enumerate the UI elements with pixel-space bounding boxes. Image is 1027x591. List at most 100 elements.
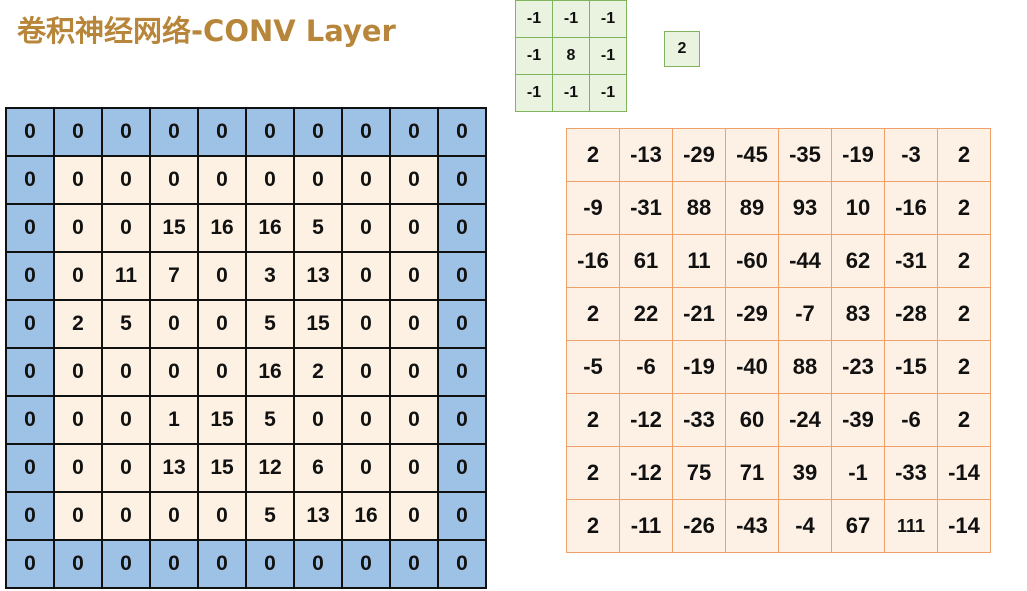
input-cell: 5 — [245, 299, 295, 349]
output-cell: 2 — [937, 287, 991, 341]
kernel-cell: -1 — [515, 74, 553, 112]
input-cell: 0 — [53, 491, 103, 541]
input-cell: 15 — [149, 203, 199, 253]
output-cell: 2 — [566, 128, 620, 182]
output-row: 2 22 -21 -29 -7 83 -28 2 — [566, 287, 991, 341]
input-cell: 3 — [245, 251, 295, 301]
input-cell: 0 — [293, 395, 343, 445]
input-cell: 5 — [245, 491, 295, 541]
input-cell: 0 — [5, 203, 55, 253]
input-cell: 0 — [5, 155, 55, 205]
output-cell: -44 — [778, 234, 832, 288]
input-cell: 0 — [389, 443, 439, 493]
input-cell: 0 — [197, 251, 247, 301]
output-cell: 39 — [778, 446, 832, 500]
input-cell: 1 — [149, 395, 199, 445]
input-cell: 0 — [101, 155, 151, 205]
input-cell: 0 — [341, 443, 391, 493]
kernel-cell: -1 — [589, 0, 627, 38]
input-cell: 0 — [53, 347, 103, 397]
output-cell: 2 — [566, 393, 620, 447]
output-cell: -19 — [672, 340, 726, 394]
output-cell: -60 — [725, 234, 779, 288]
output-cell: -11 — [619, 499, 673, 553]
input-cell: 0 — [341, 299, 391, 349]
output-cell: 62 — [831, 234, 885, 288]
output-cell: -23 — [831, 340, 885, 394]
output-cell: 2 — [566, 499, 620, 553]
output-cell: -7 — [778, 287, 832, 341]
output-cell: 2 — [937, 234, 991, 288]
input-cell: 0 — [293, 107, 343, 157]
input-cell: 0 — [5, 443, 55, 493]
input-cell: 0 — [437, 251, 487, 301]
input-cell: 0 — [53, 539, 103, 589]
input-cell: 0 — [437, 491, 487, 541]
output-cell: 2 — [937, 128, 991, 182]
kernel-filter: -1 -1 -1 -1 8 -1 -1 -1 -1 — [515, 0, 627, 112]
input-cell: 0 — [389, 299, 439, 349]
output-cell: 10 — [831, 181, 885, 235]
input-row: 0 0 0 13 15 12 6 0 0 0 — [5, 443, 487, 493]
input-cell: 13 — [149, 443, 199, 493]
output-cell: 2 — [566, 287, 620, 341]
output-cell: 75 — [672, 446, 726, 500]
output-row: 2 -11 -26 -43 -4 67 111 -14 — [566, 499, 991, 553]
input-cell: 0 — [53, 251, 103, 301]
output-cell: -26 — [672, 499, 726, 553]
bias-value: 2 — [664, 31, 700, 67]
input-grid: 0 0 0 0 0 0 0 0 0 0 0 0 0 0 0 0 0 0 0 0 0 0 0 15 16 16 5 0 0 0 0 0 11 7 0 3… — [5, 107, 487, 589]
output-cell: -21 — [672, 287, 726, 341]
input-cell: 0 — [341, 539, 391, 589]
input-cell: 0 — [5, 251, 55, 301]
input-row: 0 0 0 15 16 16 5 0 0 0 — [5, 203, 487, 253]
input-cell: 0 — [149, 299, 199, 349]
input-cell: 0 — [5, 347, 55, 397]
input-cell: 0 — [149, 155, 199, 205]
output-cell: 83 — [831, 287, 885, 341]
input-cell: 0 — [197, 539, 247, 589]
kernel-cell: -1 — [552, 74, 590, 112]
output-cell: 11 — [672, 234, 726, 288]
kernel-row: -1 8 -1 — [515, 37, 627, 75]
input-cell: 0 — [341, 395, 391, 445]
page-title: 卷积神经网络-CONV Layer — [17, 14, 396, 48]
output-cell: 22 — [619, 287, 673, 341]
input-cell: 0 — [389, 491, 439, 541]
output-cell: -14 — [937, 499, 991, 553]
output-cell: -13 — [619, 128, 673, 182]
output-cell: 71 — [725, 446, 779, 500]
output-cell: 88 — [778, 340, 832, 394]
output-cell: -19 — [831, 128, 885, 182]
input-cell: 5 — [245, 395, 295, 445]
input-cell: 0 — [245, 107, 295, 157]
input-cell: 0 — [5, 539, 55, 589]
input-cell: 0 — [53, 107, 103, 157]
output-cell: 2 — [937, 340, 991, 394]
input-cell: 0 — [389, 395, 439, 445]
input-cell: 0 — [437, 539, 487, 589]
input-cell: 0 — [197, 107, 247, 157]
input-cell: 0 — [389, 347, 439, 397]
output-cell: 67 — [831, 499, 885, 553]
output-grid: 2 -13 -29 -45 -35 -19 -3 2 -9 -31 88 89 93 10 -16 2 -16 6… — [566, 128, 991, 553]
output-row: 2 -13 -29 -45 -35 -19 -3 2 — [566, 128, 991, 182]
kernel-cell: -1 — [552, 0, 590, 38]
input-cell: 2 — [53, 299, 103, 349]
output-cell: -9 — [566, 181, 620, 235]
input-cell: 5 — [293, 203, 343, 253]
output-cell: -12 — [619, 393, 673, 447]
output-row: -16 61 11 -60 -44 62 -31 2 — [566, 234, 991, 288]
input-row: 0 0 0 0 0 16 2 0 0 0 — [5, 347, 487, 397]
input-row: 0 2 5 0 0 5 15 0 0 0 — [5, 299, 487, 349]
output-row: -9 -31 88 89 93 10 -16 2 — [566, 181, 991, 235]
input-cell: 11 — [101, 251, 151, 301]
input-cell: 15 — [293, 299, 343, 349]
output-cell: 89 — [725, 181, 779, 235]
input-cell: 0 — [53, 395, 103, 445]
input-cell: 0 — [5, 395, 55, 445]
input-cell: 0 — [245, 155, 295, 205]
output-cell: -3 — [884, 128, 938, 182]
output-cell: -40 — [725, 340, 779, 394]
